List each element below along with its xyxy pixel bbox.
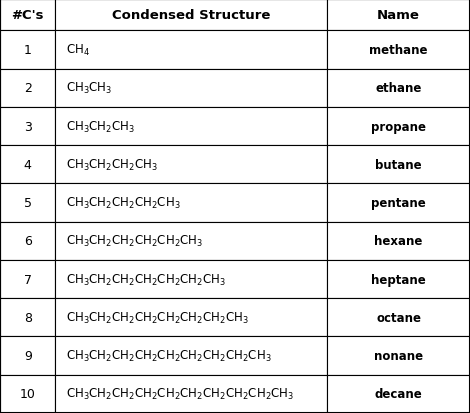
Text: hexane: hexane [375,235,423,248]
Bar [55,69,327,108]
Bar [55,0,327,31]
Bar [0,146,55,184]
Text: CH$_3$CH$_3$: CH$_3$CH$_3$ [66,81,113,96]
Bar [327,108,470,146]
Bar [55,375,327,413]
Text: heptane: heptane [371,273,426,286]
Text: CH$_3$CH$_2$CH$_2$CH$_2$CH$_2$CH$_2$CH$_2$CH$_2$CH$_3$: CH$_3$CH$_2$CH$_2$CH$_2$CH$_2$CH$_2$CH$_… [66,348,272,363]
Bar [0,337,55,375]
Text: methane: methane [369,44,428,57]
Bar [55,31,327,69]
Bar [55,184,327,222]
Text: CH$_3$CH$_2$CH$_2$CH$_2$CH$_2$CH$_2$CH$_3$: CH$_3$CH$_2$CH$_2$CH$_2$CH$_2$CH$_2$CH$_… [66,272,227,287]
Bar [327,337,470,375]
Text: 8: 8 [24,311,32,324]
Text: 4: 4 [24,159,31,171]
Bar [55,146,327,184]
Text: butane: butane [375,159,422,171]
Text: 3: 3 [24,120,31,133]
Bar [55,108,327,146]
Bar [327,375,470,413]
Bar [327,222,470,260]
Bar [0,31,55,69]
Bar [55,299,327,337]
Text: CH$_3$CH$_2$CH$_2$CH$_3$: CH$_3$CH$_2$CH$_2$CH$_3$ [66,157,158,173]
Bar [0,0,55,31]
Bar [327,146,470,184]
Bar [327,260,470,299]
Text: CH$_3$CH$_2$CH$_2$CH$_2$CH$_2$CH$_2$CH$_2$CH$_2$CH$_2$CH$_3$: CH$_3$CH$_2$CH$_2$CH$_2$CH$_2$CH$_2$CH$_… [66,387,295,401]
Bar [327,184,470,222]
Bar [0,184,55,222]
Text: CH$_3$CH$_2$CH$_2$CH$_2$CH$_3$: CH$_3$CH$_2$CH$_2$CH$_2$CH$_3$ [66,196,181,211]
Bar [55,260,327,299]
Text: 2: 2 [24,82,31,95]
Text: 5: 5 [24,197,32,210]
Bar [0,299,55,337]
Bar [0,375,55,413]
Text: CH$_4$: CH$_4$ [66,43,90,58]
Text: octane: octane [376,311,421,324]
Bar [0,69,55,108]
Text: #C's: #C's [11,9,44,22]
Text: propane: propane [371,120,426,133]
Bar [0,222,55,260]
Bar [0,260,55,299]
Text: CH$_3$CH$_2$CH$_2$CH$_2$CH$_2$CH$_3$: CH$_3$CH$_2$CH$_2$CH$_2$CH$_2$CH$_3$ [66,234,204,249]
Text: 10: 10 [20,387,36,401]
Text: Condensed Structure: Condensed Structure [112,9,270,22]
Bar [327,31,470,69]
Text: CH$_3$CH$_2$CH$_3$: CH$_3$CH$_2$CH$_3$ [66,119,135,134]
Bar [327,0,470,31]
Text: pentane: pentane [371,197,426,210]
Text: 1: 1 [24,44,31,57]
Text: ethane: ethane [376,82,422,95]
Bar [55,222,327,260]
Text: decane: decane [375,387,423,401]
Text: Name: Name [377,9,420,22]
Text: 6: 6 [24,235,31,248]
Text: CH$_3$CH$_2$CH$_2$CH$_2$CH$_2$CH$_2$CH$_2$CH$_3$: CH$_3$CH$_2$CH$_2$CH$_2$CH$_2$CH$_2$CH$_… [66,310,249,325]
Bar [0,108,55,146]
Bar [55,337,327,375]
Bar [327,299,470,337]
Text: 9: 9 [24,349,31,362]
Bar [327,69,470,108]
Text: 7: 7 [24,273,32,286]
Text: nonane: nonane [374,349,423,362]
